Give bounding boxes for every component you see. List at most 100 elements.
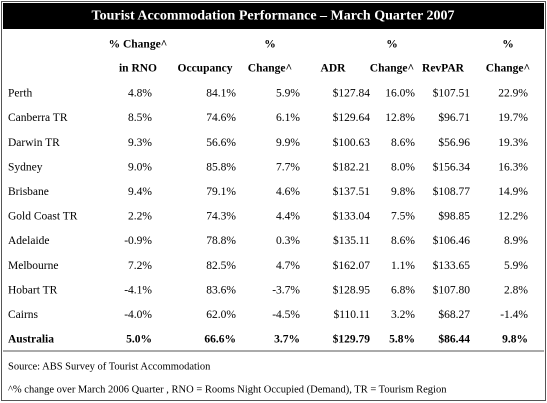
- cell: 14.9%: [498, 186, 528, 198]
- cell: 12.8%: [385, 112, 415, 124]
- cell: 9.3%: [128, 137, 152, 149]
- cell: $68.27: [438, 308, 470, 321]
- cell: $137.51: [333, 185, 371, 198]
- header-cell: RevPAR: [422, 63, 465, 75]
- cell: 4.4%: [276, 211, 300, 223]
- cell: $110.11: [333, 308, 370, 321]
- total-cell: 5.0%: [126, 334, 152, 346]
- header-cell: % Change^: [109, 39, 168, 51]
- row-label: Gold Coast TR: [8, 211, 78, 223]
- cell: 7.2%: [128, 260, 152, 272]
- header-cell: Change^: [486, 63, 530, 75]
- footnote: Source: ABS Survey of Tourist Accommodat…: [8, 361, 211, 372]
- total-label: Australia: [8, 334, 54, 346]
- total-cell: 66.6%: [204, 334, 236, 346]
- cell: 0.3%: [276, 235, 300, 247]
- cell: $182.21: [333, 160, 371, 173]
- row-label: Hobart TR: [8, 284, 58, 296]
- cell: 8.0%: [391, 161, 415, 173]
- cell: $98.85: [438, 210, 470, 223]
- cell: -1.4%: [500, 309, 528, 321]
- cell: 7.5%: [391, 211, 415, 223]
- cell: 56.6%: [206, 137, 236, 149]
- cell: $156.34: [433, 160, 471, 173]
- cell: $100.63: [333, 136, 371, 149]
- cell: 19.7%: [498, 112, 528, 124]
- cell: 8.9%: [504, 235, 528, 247]
- footnote: ^% change over March 2006 Quarter , RNO …: [8, 384, 447, 395]
- cell: $127.84: [333, 87, 371, 100]
- cell: 4.6%: [276, 186, 300, 198]
- cell: $108.77: [433, 185, 471, 198]
- total-cell: 3.7%: [274, 334, 300, 346]
- cell: 84.1%: [206, 88, 236, 100]
- cell: 9.8%: [391, 186, 415, 198]
- cell: 1.1%: [391, 260, 415, 272]
- cell: 85.8%: [206, 161, 236, 173]
- header-cell: %: [264, 39, 276, 51]
- cell: $133.65: [433, 259, 471, 272]
- cell: $135.11: [333, 234, 370, 247]
- total-cell: $129.79: [333, 333, 371, 346]
- cell: $129.64: [333, 111, 371, 124]
- cell: $107.80: [433, 283, 471, 296]
- cell: 5.9%: [504, 260, 528, 272]
- cell: 5.9%: [276, 88, 300, 100]
- cell: 78.8%: [206, 235, 236, 247]
- cell: -4.1%: [124, 284, 152, 296]
- row-label: Adelaide: [8, 235, 50, 247]
- cell: $133.04: [333, 210, 371, 223]
- cell: -4.5%: [272, 309, 300, 321]
- row-label: Cairns: [8, 309, 39, 321]
- cell: 74.6%: [206, 112, 236, 124]
- cell: 2.8%: [504, 284, 528, 296]
- total-cell: 5.8%: [389, 334, 415, 346]
- cell: 3.2%: [391, 309, 415, 321]
- row-label: Perth: [8, 88, 33, 100]
- title: Tourist Accommodation Performance – Marc…: [92, 9, 455, 24]
- cell: 62.0%: [206, 309, 236, 321]
- header-cell: %: [386, 39, 398, 51]
- cell: -3.7%: [272, 284, 300, 296]
- cell: 79.1%: [206, 186, 236, 198]
- header-cell: ADR: [321, 63, 347, 75]
- cell: -4.0%: [124, 309, 152, 321]
- cell: 19.3%: [498, 137, 528, 149]
- title-bar: [3, 3, 544, 29]
- cell: -0.9%: [124, 235, 152, 247]
- cell: 83.6%: [206, 284, 236, 296]
- cell: $162.07: [333, 259, 371, 272]
- cell: $107.51: [433, 87, 471, 100]
- cell: 6.8%: [391, 284, 415, 296]
- cell: $128.95: [333, 283, 371, 296]
- cell: 16.0%: [385, 88, 415, 100]
- cell: 9.9%: [276, 137, 300, 149]
- header-cell: %: [502, 39, 514, 51]
- cell: 2.2%: [128, 211, 152, 223]
- cell: $96.71: [438, 111, 470, 124]
- cell: 12.2%: [498, 211, 528, 223]
- row-label: Melbourne: [8, 260, 58, 272]
- total-cell: 9.8%: [502, 334, 528, 346]
- total-cell: $86.44: [438, 333, 470, 346]
- row-label: Sydney: [8, 161, 43, 173]
- cell: 8.6%: [391, 137, 415, 149]
- cell: 4.7%: [276, 260, 300, 272]
- cell: 6.1%: [276, 112, 300, 124]
- cell: 9.0%: [128, 161, 152, 173]
- row-label: Canberra TR: [8, 112, 68, 124]
- cell: $106.46: [433, 234, 471, 247]
- cell: 8.6%: [391, 235, 415, 247]
- header-cell: in RNO: [119, 63, 157, 75]
- cell: 82.5%: [206, 260, 236, 272]
- cell: 4.8%: [128, 88, 152, 100]
- cell: 74.3%: [206, 211, 236, 223]
- cell: 16.3%: [498, 161, 528, 173]
- cell: 9.4%: [128, 186, 152, 198]
- row-label: Darwin TR: [8, 137, 60, 149]
- header-cell: Change^: [248, 63, 292, 75]
- header-cell: Change^: [370, 63, 414, 75]
- cell: 7.7%: [276, 161, 300, 173]
